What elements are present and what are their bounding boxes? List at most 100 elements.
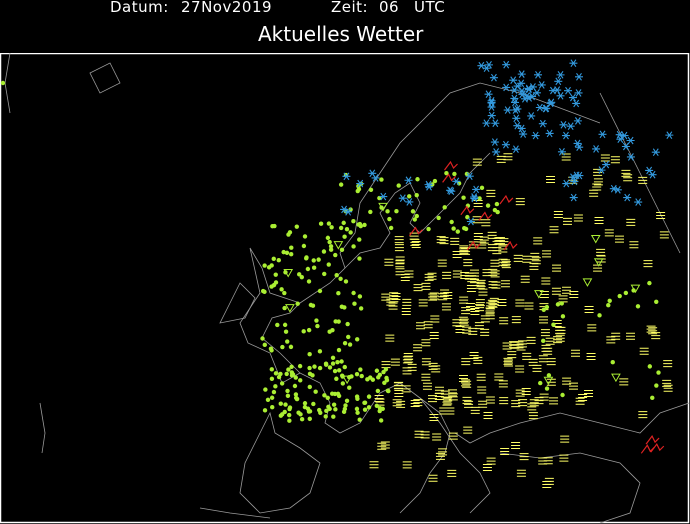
thunderstorm-symbol [444, 160, 458, 171]
fog-symbol [420, 431, 430, 439]
rain-symbol [444, 170, 449, 176]
fog-symbol [402, 461, 412, 469]
fog-symbol [518, 340, 528, 348]
fog-symbol [497, 299, 507, 307]
fog-symbol [499, 397, 509, 405]
fog-symbol [526, 336, 536, 344]
rain-symbol [279, 287, 284, 292]
fog-symbol [439, 407, 449, 415]
fog-symbol [559, 454, 569, 462]
rain-symbol [654, 383, 659, 388]
rain-symbol [286, 412, 292, 418]
snow-symbol [524, 84, 533, 93]
fog-symbol [402, 298, 412, 306]
snow-symbol [531, 131, 540, 140]
rain-symbol [311, 401, 316, 407]
snow-symbol [517, 124, 526, 133]
fog-symbol [560, 435, 570, 443]
rain-symbol [330, 361, 336, 366]
snow-symbol [592, 145, 601, 153]
fog-symbol [435, 452, 445, 460]
snow-symbol [570, 177, 579, 186]
fog-symbol [593, 178, 603, 186]
rain-symbol [370, 377, 376, 382]
fog-symbol [447, 469, 457, 477]
fog-symbol [380, 441, 390, 449]
rain-symbol [262, 263, 267, 268]
rain-symbol [410, 209, 416, 214]
rain-symbol [298, 412, 303, 417]
rain-symbol [318, 221, 324, 226]
fog-symbol [396, 400, 406, 408]
rain-symbol [341, 220, 346, 226]
rain-symbol [436, 215, 441, 221]
fog-symbol [513, 254, 523, 262]
fog-symbol [479, 236, 489, 244]
fog-symbol [488, 268, 498, 276]
fog-symbol [462, 396, 472, 404]
rain-symbol [347, 385, 352, 390]
snow-symbol [620, 131, 629, 140]
fog-symbol [467, 275, 477, 283]
fog-symbol [488, 281, 498, 289]
fog-symbol [639, 347, 649, 355]
fog-symbol [460, 379, 470, 387]
shower-symbol [534, 290, 544, 299]
snow-symbol [562, 179, 571, 188]
fog-symbol [461, 307, 471, 315]
fog-symbol [403, 353, 413, 361]
rain-symbol [358, 367, 363, 372]
fog-symbol [663, 384, 673, 392]
rain-symbol [442, 205, 447, 210]
fog-symbol [476, 279, 486, 287]
fog-symbol [538, 355, 548, 363]
rain-symbol [347, 342, 353, 347]
rain-symbol [279, 412, 285, 417]
snow-symbol [528, 92, 537, 101]
rain-symbol [327, 406, 332, 412]
snow-symbol [547, 98, 556, 107]
fog-symbol [429, 332, 439, 340]
rain-symbol [287, 418, 292, 423]
snow-symbol [553, 86, 562, 94]
rain-symbol [284, 371, 289, 377]
fog-symbol [606, 336, 616, 344]
rain-symbol [284, 250, 290, 255]
fog-symbol [507, 351, 517, 359]
fog-symbol [401, 385, 411, 393]
fog-symbol [498, 258, 508, 266]
rain-symbol [342, 340, 348, 346]
rain-symbol [0, 80, 6, 86]
shower-symbol [593, 258, 604, 267]
rain-symbol [338, 276, 343, 282]
rain-symbol [559, 301, 564, 306]
rain-symbol [560, 392, 565, 398]
thunderstorm-symbol [503, 240, 518, 251]
fog-symbol [413, 284, 423, 292]
fog-symbol [473, 199, 483, 207]
fog-symbol [552, 264, 562, 272]
rain-symbol [322, 271, 327, 277]
rain-symbol [344, 398, 350, 403]
rain-symbol [327, 239, 332, 245]
rain-symbol [555, 302, 561, 307]
snow-symbol [575, 171, 584, 180]
snow-symbol [398, 194, 407, 203]
rain-symbol [362, 407, 368, 412]
rain-symbol [477, 196, 482, 201]
fog-symbol [431, 365, 441, 373]
rain-symbol [313, 389, 318, 394]
snow-symbol [609, 184, 618, 193]
fog-symbol [496, 237, 505, 245]
rain-symbol [323, 361, 329, 366]
fog-symbol [586, 352, 596, 360]
fog-symbol [659, 231, 669, 239]
rain-symbol [311, 258, 316, 263]
rain-symbol [294, 224, 300, 229]
fog-symbol [427, 272, 437, 280]
snow-symbol [447, 187, 456, 195]
fog-symbol [521, 388, 531, 396]
rain-symbol [359, 373, 364, 379]
fog-symbol [394, 244, 404, 252]
fog-symbol [490, 270, 500, 278]
